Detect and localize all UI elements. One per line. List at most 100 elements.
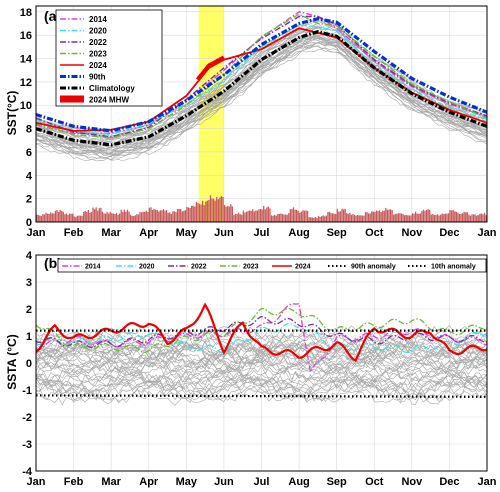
- mhw-bar: [485, 215, 487, 222]
- mhw-bar: [389, 209, 392, 222]
- legend-label: 90th anomaly: [351, 264, 396, 271]
- mhw-bar: [225, 206, 227, 222]
- mhw-bar: [477, 214, 479, 222]
- mhw-bar: [37, 214, 39, 222]
- mhw-bar: [450, 210, 453, 222]
- legend-label: 2020: [139, 264, 155, 271]
- mhw-bar: [162, 209, 165, 222]
- y-axis-label-a: SST(°C): [5, 91, 19, 136]
- mhw-bar: [432, 213, 434, 222]
- mhw-bar: [274, 214, 276, 222]
- mhw-bars: [36, 195, 487, 222]
- mhw-bar: [212, 198, 215, 222]
- panel-b: Jan Feb Mar Apr May Jun Jul Aug Sep Oct Nov Dec Jan-…: [5, 250, 497, 488]
- mhw-bar: [117, 214, 119, 222]
- mhw-bar: [443, 214, 445, 222]
- background-year-line: [35, 341, 488, 370]
- mhw-bar: [350, 214, 353, 222]
- x-tick-label: Apr: [139, 476, 159, 488]
- legend-b: 2014 2020 2022 2023 2024 90th anomaly 10th ano…: [57, 258, 487, 273]
- x-tick-label: Sep: [327, 476, 347, 488]
- mhw-bar: [247, 210, 249, 222]
- mhw-bar: [259, 209, 262, 222]
- mhw-bar: [394, 213, 396, 222]
- mhw-bar: [371, 211, 373, 222]
- mhw-bar: [134, 215, 136, 222]
- mhw-bar: [444, 213, 447, 222]
- mhw-bar: [245, 211, 248, 222]
- mhw-bar: [338, 211, 340, 222]
- y-tick-label: 2: [26, 304, 32, 316]
- x-tick-label: Oct: [365, 476, 384, 488]
- mhw-bar: [120, 209, 122, 222]
- mhw-bar: [416, 213, 418, 222]
- background-year-line: [35, 360, 488, 389]
- y-tick-label: 16: [20, 30, 32, 42]
- mhw-bar: [421, 211, 423, 222]
- mhw-bar: [261, 209, 263, 222]
- panel-label-b: (b): [44, 255, 62, 271]
- mhw-bar: [178, 208, 180, 222]
- mhw-bar: [255, 210, 257, 222]
- background-year-line: [35, 347, 488, 376]
- mhw-bar: [468, 214, 470, 222]
- mhw-bar: [360, 215, 362, 222]
- mhw-bar: [250, 210, 252, 222]
- mhw-bar: [197, 202, 199, 222]
- mhw-bar: [355, 215, 357, 222]
- y-tick-label: 4: [26, 170, 33, 182]
- mhw-bar: [283, 214, 285, 222]
- y-tick-label: 10: [20, 100, 32, 112]
- mhw-bar: [328, 211, 331, 222]
- mhw-bar: [311, 217, 313, 222]
- axes-frame-b: [35, 254, 488, 472]
- background-year-line: [35, 370, 488, 398]
- mhw-bar: [228, 206, 230, 222]
- mhw-bar: [133, 216, 135, 222]
- mhw-bar: [382, 210, 384, 222]
- mhw-bar: [86, 212, 88, 222]
- mhw-bar: [136, 214, 138, 222]
- mhw-bar: [253, 211, 255, 222]
- mhw-bar: [170, 213, 172, 222]
- mhw-bar: [244, 212, 246, 222]
- mhw-bar: [404, 215, 406, 222]
- mhw-bar: [150, 207, 152, 222]
- mhw-bar: [98, 208, 100, 222]
- mhw-bar: [385, 207, 387, 222]
- mhw-bar: [377, 211, 379, 222]
- mhw-bar: [391, 210, 393, 222]
- mhw-bar: [383, 210, 385, 222]
- mhw-bar: [408, 215, 411, 222]
- mhw-bar: [341, 208, 343, 222]
- mhw-bar: [446, 213, 448, 222]
- series-line-2014: [35, 302, 488, 375]
- mhw-bar: [364, 212, 367, 222]
- mhw-bar: [36, 214, 38, 222]
- mhw-bar: [363, 215, 365, 222]
- mhw-bar: [126, 209, 129, 222]
- x-tick-label: Jun: [214, 476, 234, 488]
- mhw-bar: [214, 200, 216, 222]
- x-tick-label: Nov: [401, 476, 423, 488]
- mhw-bar: [430, 214, 432, 222]
- mhw-bar: [333, 213, 335, 222]
- x-tick-label: Dec: [439, 476, 459, 488]
- series-line-2023: [35, 13, 488, 139]
- mhw-bar: [89, 212, 91, 222]
- mhw-bar: [299, 212, 301, 222]
- ticks-a: Jan Feb Mar Apr May Jun Jul Aug Sep Oct Nov Dec Jan0…: [20, 7, 497, 239]
- mhw-bar: [469, 215, 472, 222]
- mhw-bar: [289, 209, 291, 222]
- y-tick-label: -3: [22, 439, 32, 451]
- legend-label: 2024 MHW: [89, 96, 129, 105]
- mhw-bar: [128, 211, 130, 222]
- mhw-bar: [292, 207, 295, 222]
- mhw-bar: [317, 216, 320, 222]
- mhw-bar: [447, 213, 450, 222]
- mhw-bar: [321, 216, 323, 222]
- mhw-bar: [50, 212, 52, 222]
- mhw-bar: [331, 213, 334, 222]
- mhw-bar: [104, 213, 107, 222]
